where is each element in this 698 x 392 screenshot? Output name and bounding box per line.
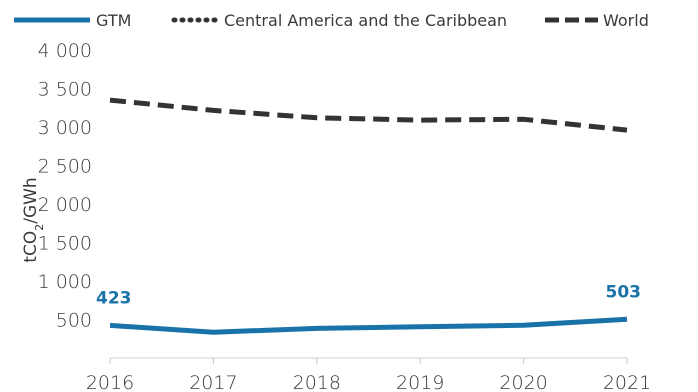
x-tick-label: 2017 <box>189 372 237 392</box>
y-tick-label: 500 <box>56 310 92 332</box>
x-tick-label: 2020 <box>499 372 547 392</box>
y-axis-title-pre: tCO <box>21 231 41 263</box>
x-tick-label: 2016 <box>86 372 134 392</box>
legend-label: World <box>603 11 649 30</box>
y-axis-title-post: /GWh <box>21 177 41 223</box>
data-label-layer: 423 503 <box>96 282 641 308</box>
data-label: 503 <box>606 282 642 302</box>
x-tick-label: 2019 <box>396 372 444 392</box>
x-axis: 2016 2017 2018 2019 2020 2021 <box>86 357 651 392</box>
y-tick-label: 2 000 <box>38 194 92 216</box>
series-line-world <box>109 97 628 133</box>
legend-label: Central America and the Caribbean <box>224 11 507 30</box>
legend-label: GTM <box>96 11 131 30</box>
y-axis-title-sub: 2 <box>33 224 46 231</box>
y-tick-label: 3 000 <box>38 117 92 139</box>
y-tick-label: 1 500 <box>38 233 92 255</box>
x-tick-label: 2021 <box>603 372 651 392</box>
y-tick-label: 1 000 <box>38 271 92 293</box>
y-tick-label: 2 500 <box>38 156 92 178</box>
series-layer <box>109 97 628 335</box>
x-tick-label: 2018 <box>293 372 341 392</box>
y-axis-title: tCO2/GWh <box>21 177 46 262</box>
data-label: 423 <box>96 288 132 308</box>
chart-legend: GTM Central America and the Caribbean Worl… <box>14 11 649 30</box>
y-tick-label: 4 000 <box>38 40 92 62</box>
y-tick-label: 3 500 <box>38 79 92 101</box>
series-line-gtm <box>109 316 628 335</box>
y-axis: 500 1 000 1 500 2 000 2 500 3 000 3 500 4 000 <box>38 40 92 332</box>
